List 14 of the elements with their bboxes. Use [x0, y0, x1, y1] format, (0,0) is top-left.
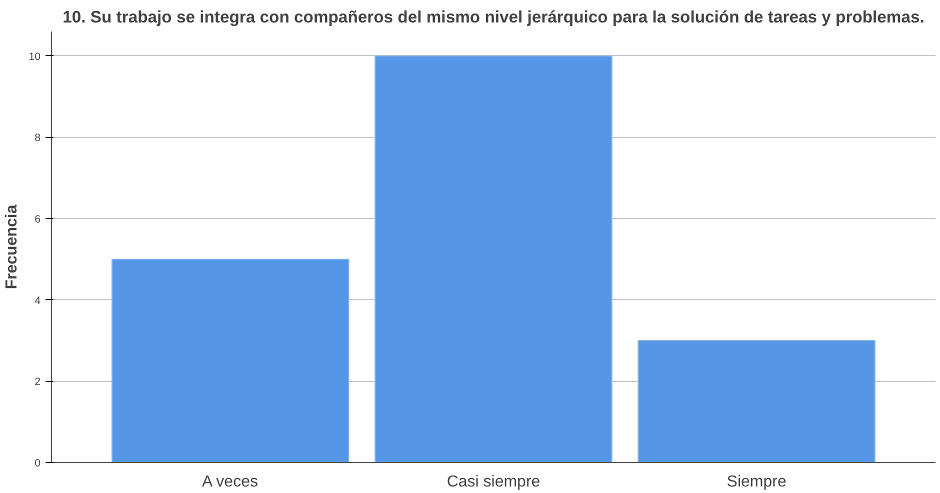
y-tick-label: 2: [34, 376, 41, 388]
y-tick-label: 10: [28, 50, 41, 63]
bar: [638, 340, 876, 462]
bar: [374, 55, 612, 462]
y-tick-label: 0: [34, 458, 41, 470]
x-tick-label: Casi siempre: [446, 474, 540, 490]
x-tick-label: A veces: [202, 474, 258, 490]
x-tick-label: Siempre: [726, 474, 786, 490]
y-tick-label: 6: [34, 214, 41, 226]
y-tick-label: 4: [34, 294, 41, 307]
y-axis-title: Frecuencia: [4, 204, 21, 290]
chart-title: 10. Su trabajo se integra con compañeros del mismo nivel jerárquico para la solución de tareas y problemas.: [62, 8, 924, 26]
y-tick-label: 8: [34, 132, 41, 144]
bar: [112, 258, 350, 462]
